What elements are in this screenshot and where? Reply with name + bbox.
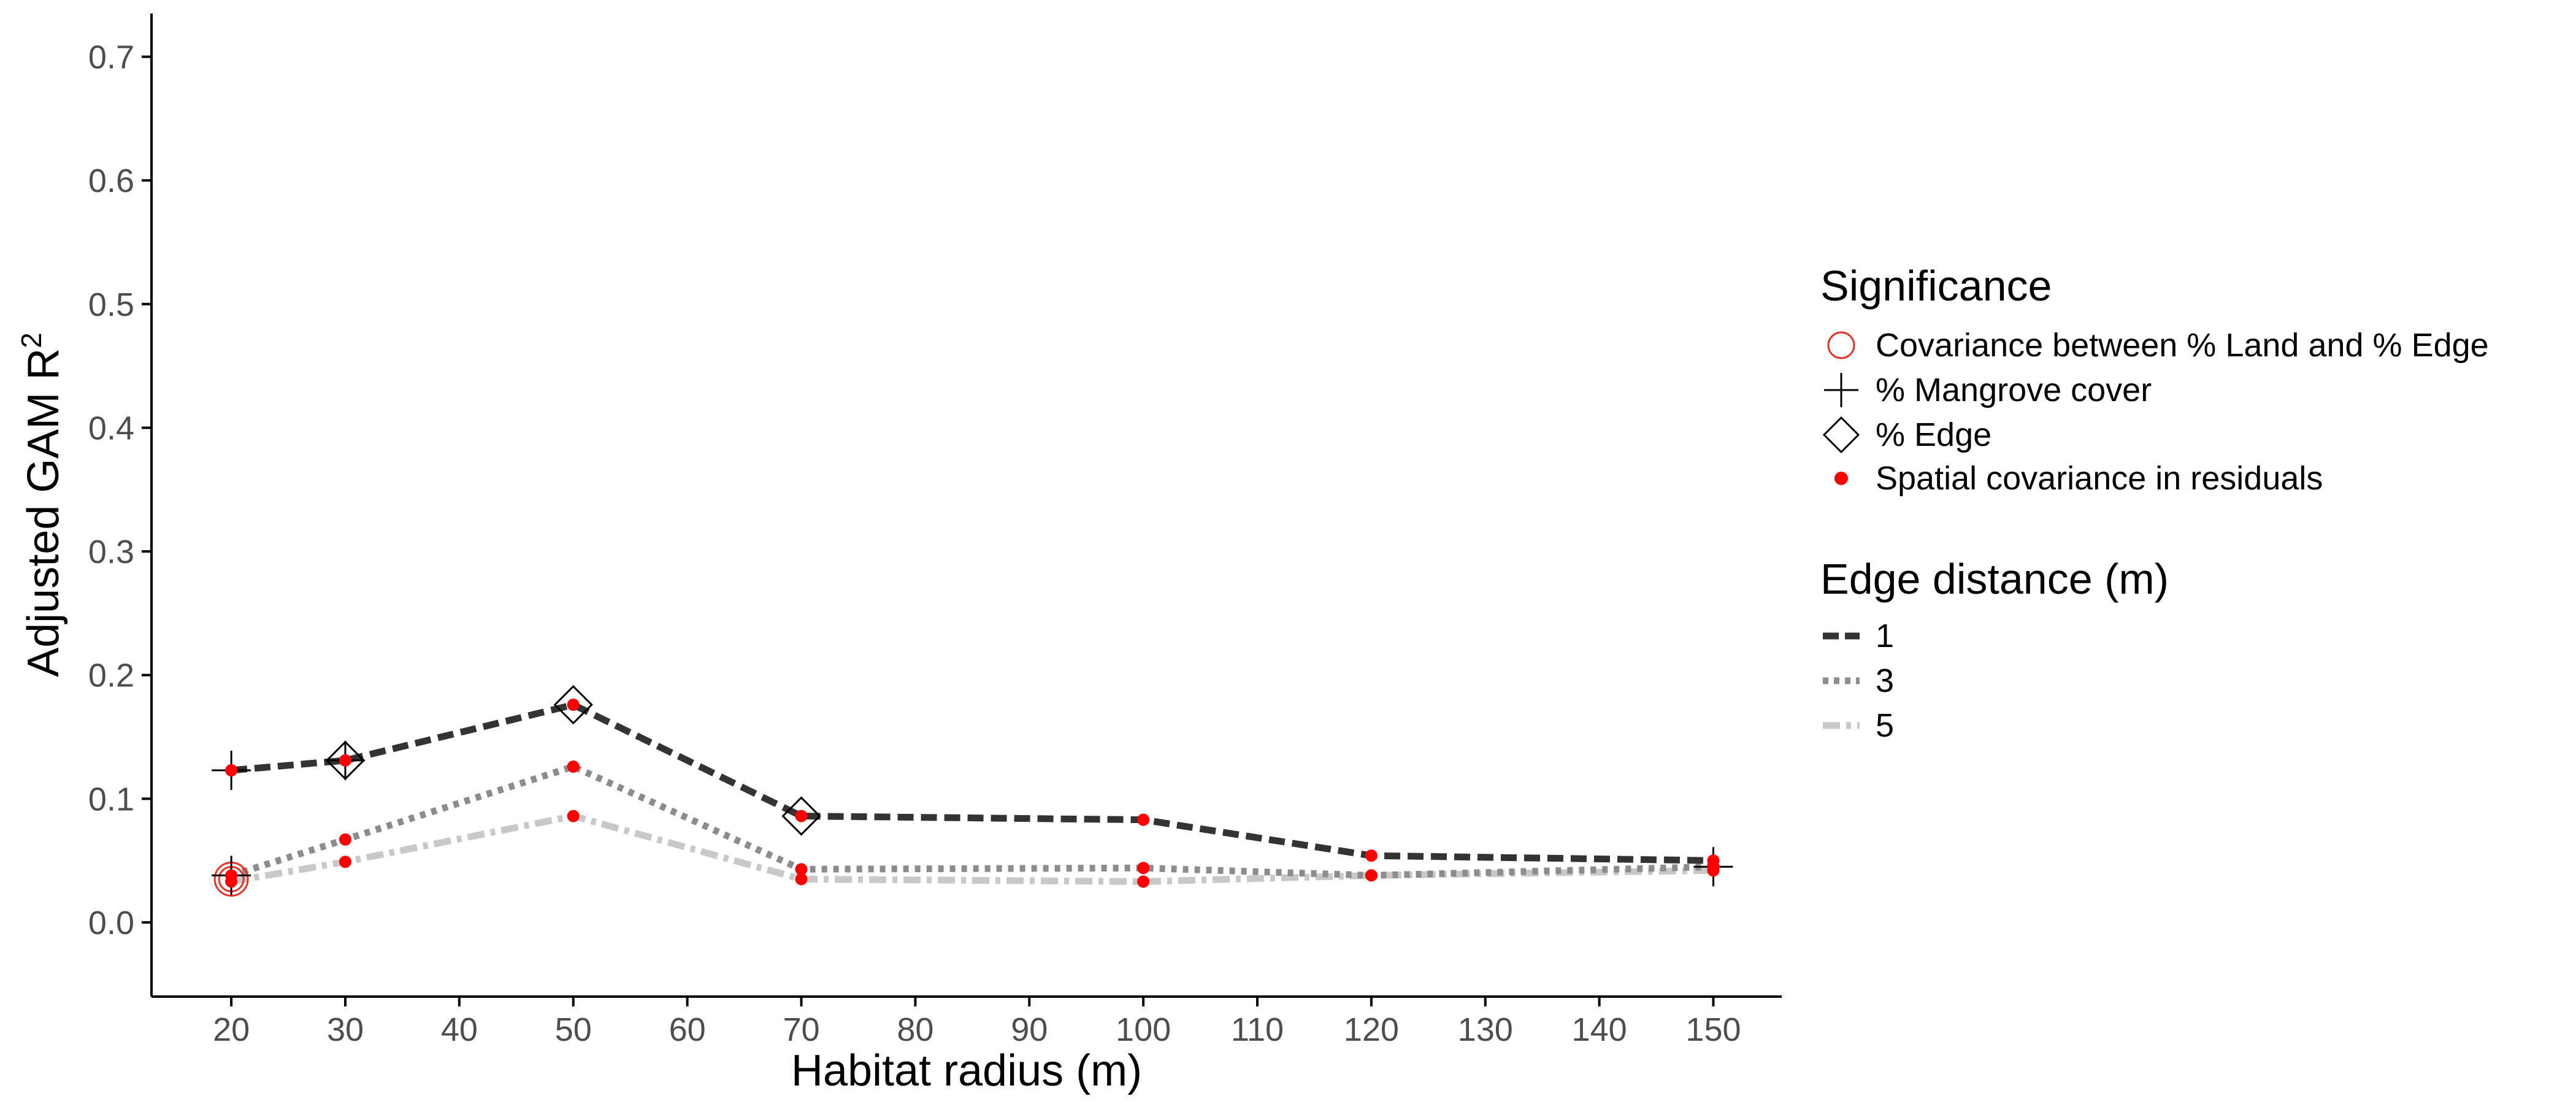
- x-tick-label: 110: [1231, 1011, 1284, 1048]
- y-tick-label: 0.2: [88, 657, 134, 694]
- spatial-covariance-point: [339, 754, 351, 767]
- y-ticks: 0.0 0.1 0.2 0.3 0.4 0.5 0.6 0.7: [88, 39, 151, 941]
- edge-marker: [553, 685, 593, 725]
- spatial-covariance-point: [795, 863, 808, 876]
- x-tick-label: 130: [1458, 1011, 1513, 1048]
- y-tick-label: 0.3: [88, 534, 134, 570]
- spatial-covariance-point: [339, 833, 351, 846]
- y-axis-title-sup: 2: [15, 332, 47, 348]
- spatial-covariance-point: [567, 699, 580, 711]
- plot-area: 0.0 0.1 0.2 0.3 0.4 0.5 0.6 0.7 20 30 40 50 60 70 80 9…: [88, 13, 1782, 1048]
- spatial-covariance-point: [795, 873, 808, 886]
- series-lines: [230, 701, 1714, 885]
- y-axis-title-main: Adjusted GAM R: [19, 348, 68, 677]
- x-tick-label: 120: [1344, 1011, 1399, 1048]
- spatial-covariance-point: [1707, 864, 1720, 877]
- marker-layer: [212, 685, 1733, 897]
- y-tick-label: 0.4: [88, 410, 134, 446]
- x-tick-label: 50: [555, 1011, 592, 1048]
- spatial-covariance-point: [1137, 875, 1150, 888]
- spatial-covariance-point: [567, 760, 580, 773]
- legend-item-5: 5: [1876, 707, 1894, 744]
- spatial-covariance-point: [567, 810, 580, 822]
- legend-item-covariance-land-edge: Covariance between % Land and % Edge: [1876, 327, 2489, 364]
- x-tick-label: 20: [213, 1011, 250, 1048]
- y-axis-title: Adjusted GAM R2: [15, 332, 68, 677]
- legend-item-1: 1: [1876, 618, 1894, 654]
- legend-edge-distance: Edge distance (m) 1 3 5: [1820, 555, 2169, 744]
- y-tick-label: 0.5: [88, 286, 134, 323]
- legend-plus-icon: [1824, 373, 1858, 407]
- x-tick-label: 140: [1572, 1011, 1627, 1048]
- legend-item-edge: % Edge: [1876, 416, 1991, 453]
- y-tick-label: 0.6: [88, 163, 134, 199]
- legend-item-3: 3: [1876, 662, 1894, 699]
- legend-open-circle-icon: [1827, 331, 1855, 359]
- spatial-covariance-point: [339, 856, 351, 868]
- y-tick-label: 0.0: [88, 905, 134, 941]
- x-tick-label: 40: [441, 1011, 478, 1048]
- legend-significance: Significance Covariance between % Land a…: [1820, 262, 2489, 497]
- x-tick-label: 70: [783, 1011, 819, 1048]
- legend-item-spatial-covariance: Spatial covariance in residuals: [1876, 460, 2323, 497]
- legend-filled-dot-icon: [1834, 472, 1848, 485]
- x-axis-title: Habitat radius (m): [791, 1046, 1142, 1095]
- x-tick-label: 90: [1011, 1011, 1048, 1048]
- x-tick-label: 30: [327, 1011, 364, 1048]
- y-tick-label: 0.1: [88, 781, 134, 818]
- edge-marker: [781, 796, 821, 836]
- spatial-covariance-point: [795, 810, 808, 822]
- x-tick-label: 150: [1685, 1011, 1741, 1048]
- x-ticks: 20 30 40 50 60 70 80 90 100 110 120 130 140 150: [213, 997, 1741, 1048]
- spatial-covariance-point: [225, 764, 238, 777]
- spatial-covariance-point: [1137, 862, 1150, 875]
- series-line-1: [231, 701, 1714, 864]
- x-tick-label: 80: [897, 1011, 933, 1048]
- legend-significance-title: Significance: [1820, 262, 2052, 310]
- spatial-covariance-point: [1365, 849, 1378, 862]
- spatial-covariance-point: [1365, 869, 1378, 882]
- spatial-covariance-point: [1137, 813, 1150, 826]
- y-tick-label: 0.7: [88, 39, 134, 76]
- spatial-covariance-point: [225, 875, 238, 888]
- legend-edge-distance-title: Edge distance (m): [1820, 555, 2169, 603]
- x-tick-label: 100: [1116, 1011, 1171, 1048]
- legend-open-diamond-icon: [1822, 416, 1860, 454]
- legend-item-mangrove-cover: % Mangrove cover: [1876, 372, 2152, 408]
- x-tick-label: 60: [669, 1011, 706, 1048]
